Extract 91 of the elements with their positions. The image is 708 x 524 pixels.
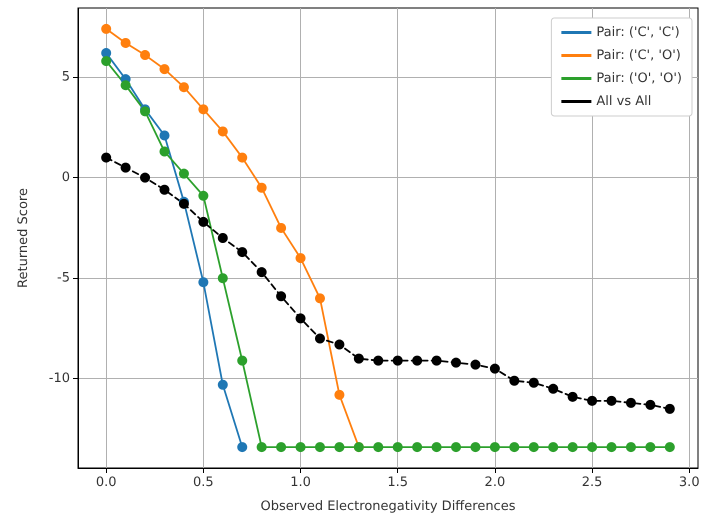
point [256,182,267,193]
point [373,442,384,452]
point [451,442,462,452]
point [606,442,617,452]
point [568,442,578,452]
point [490,364,500,374]
point [237,356,248,366]
point [392,356,403,366]
y-tick-label: -10 [48,371,70,386]
point [314,334,325,344]
point [334,390,344,400]
point [392,442,403,452]
point [645,442,656,452]
point [276,291,286,302]
y-tick-label: 0 [62,170,70,186]
point [528,378,539,388]
point [198,104,208,114]
point [412,356,422,366]
point [120,162,131,173]
point [587,396,598,406]
point [160,64,170,74]
point [606,396,617,406]
legend-label: Pair: ('C', 'C') [596,25,680,40]
point [334,340,344,350]
point [626,442,636,452]
y-tick-label: 5 [62,70,70,85]
x-axis-title: Observed Electronegativity Differences [260,499,516,514]
point [198,190,208,201]
legend-label: Pair: ('C', 'O') [596,48,681,63]
point [218,380,228,390]
point [548,384,558,394]
point [296,442,306,452]
point [470,360,480,370]
point [664,442,675,452]
point [178,168,189,179]
x-tick-label: 1.0 [290,475,311,490]
point [509,442,520,452]
y-tick-label: -5 [57,270,70,286]
point [160,184,170,195]
x-tick-label: 3.0 [678,475,700,490]
point [587,442,598,452]
point [101,24,112,34]
x-tick-label: 2.0 [484,475,506,490]
point [314,442,325,452]
point [334,442,344,452]
point [470,442,480,452]
point [120,38,131,48]
point [218,273,228,284]
point [490,442,500,452]
point [548,442,558,452]
point [354,354,364,364]
point [218,233,228,243]
point [120,80,131,90]
point [101,56,112,66]
legend-label: All vs All [596,94,652,109]
y-axis-title: Returned Score [16,188,31,288]
point [664,404,675,414]
point [198,277,208,288]
point [528,442,539,452]
point [256,267,267,278]
point [645,400,656,410]
point [276,442,286,452]
legend-label: Pair: ('O', 'O') [596,71,682,86]
point [451,358,462,368]
point [178,82,189,92]
x-tick-label: 1.5 [387,475,408,490]
point [568,392,578,402]
point [140,172,150,183]
point [412,442,422,452]
point [160,146,170,157]
point [296,313,306,324]
point [256,442,267,452]
point [373,356,384,366]
point [160,130,170,140]
point [314,293,325,304]
point [432,356,442,366]
point [509,376,520,386]
point [237,247,248,258]
point [626,398,636,408]
point [296,253,306,264]
x-tick-label: 0.5 [193,475,214,490]
point [276,222,286,233]
point [140,50,150,60]
point [237,442,248,452]
x-tick-label: 2.5 [582,475,602,490]
point [432,442,442,452]
point [218,126,228,136]
x-tick-label: 0.0 [96,475,117,490]
point [101,152,112,163]
point [198,216,208,227]
point [237,152,248,163]
